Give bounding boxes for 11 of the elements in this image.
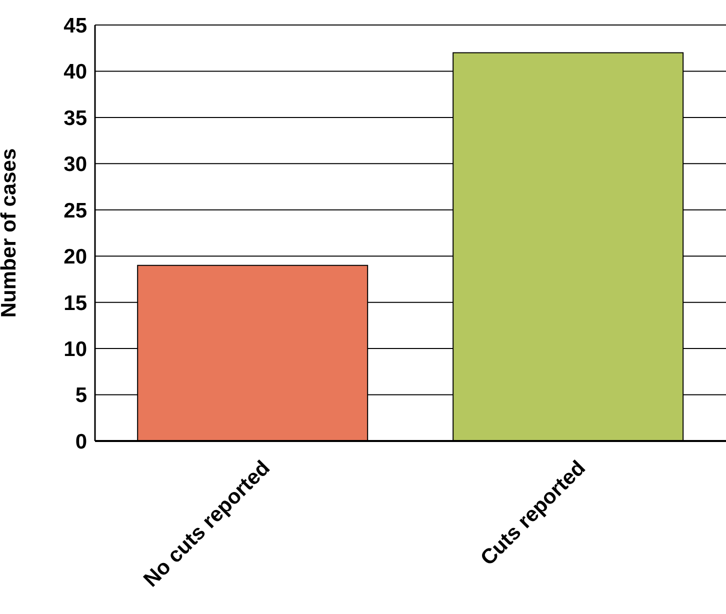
y-axis-title: Number of cases bbox=[0, 148, 20, 318]
y-tick-label: 25 bbox=[64, 199, 88, 222]
y-tick-label: 5 bbox=[75, 384, 88, 408]
y-tick-label: 40 bbox=[64, 60, 87, 84]
y-tick-label: 20 bbox=[64, 246, 87, 269]
y-tick-label: 35 bbox=[64, 106, 88, 130]
y-tick-label: 15 bbox=[64, 292, 88, 315]
y-tick-label: 0 bbox=[75, 430, 87, 454]
y-tick-label: 10 bbox=[64, 338, 87, 362]
y-tick-label: 45 bbox=[64, 14, 88, 38]
y-tick-label: 30 bbox=[64, 153, 87, 176]
